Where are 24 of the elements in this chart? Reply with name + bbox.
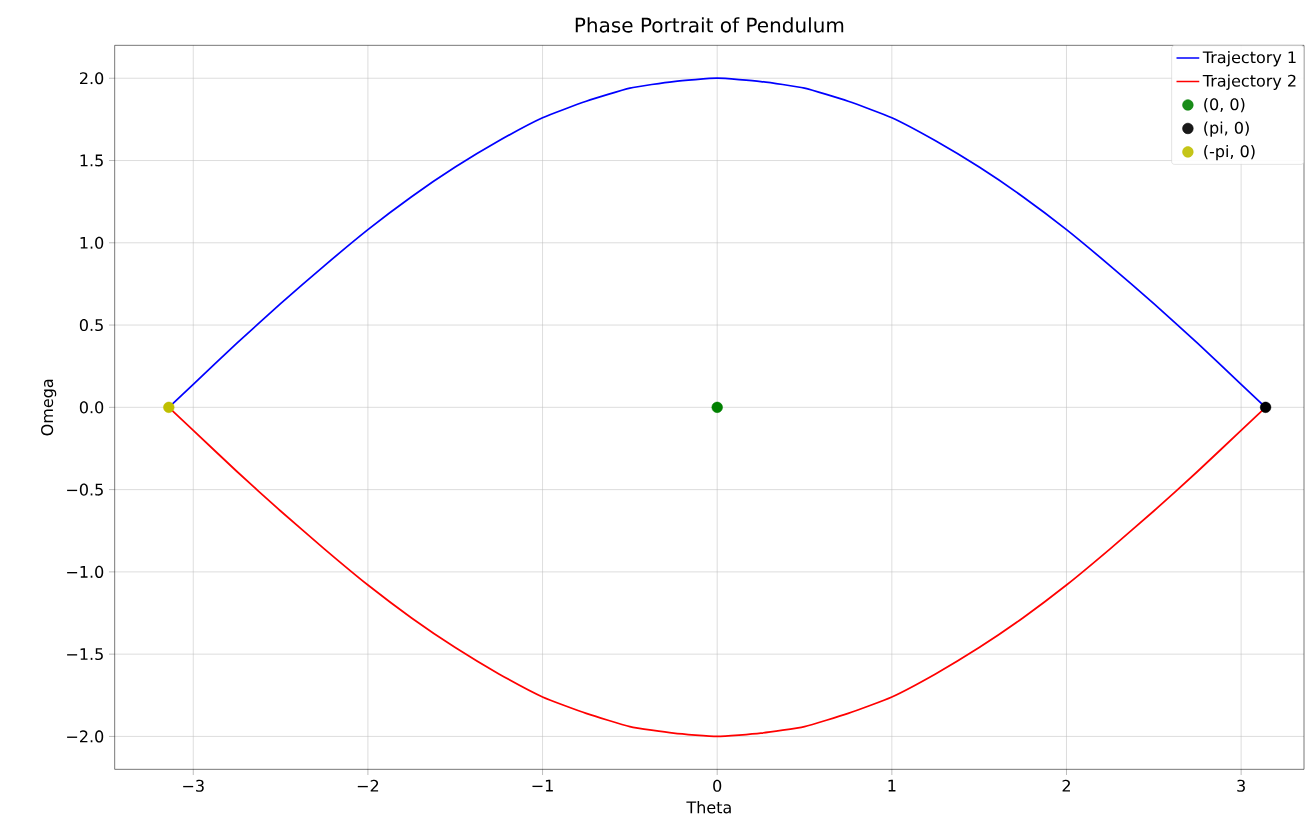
y-tick-label: −2.0 [67, 730, 104, 743]
y-tick-label: −1.0 [67, 565, 104, 578]
x-tick-label: −1 [532, 779, 553, 792]
legend-label: Trajectory 1 [1202, 50, 1296, 67]
chart-title: Phase Portrait of Pendulum [575, 17, 844, 33]
legend-label: (0, 0) [1204, 97, 1245, 113]
y-tick-label: −1.5 [67, 648, 103, 661]
y-axis-title: Omega [41, 379, 57, 436]
x-tick-label: 2 [1062, 779, 1070, 792]
x-tick-label: 1 [888, 779, 896, 792]
x-tick-label: 0 [713, 779, 722, 792]
legend-label: (pi, 0) [1204, 121, 1249, 137]
y-tick-label: 1.0 [80, 236, 104, 249]
legend-label: Trajectory 2 [1202, 74, 1296, 90]
y-tick-label: 0.0 [79, 401, 104, 414]
legend-label: (-pi, 0) [1204, 144, 1255, 161]
x-tick-label: −3 [183, 779, 204, 792]
x-axis-title: Theta [686, 801, 731, 814]
y-tick-label: −0.5 [67, 483, 103, 496]
y-tick-label: 1.5 [80, 154, 103, 167]
x-tick-label: 3 [1237, 779, 1245, 792]
x-tick-label: −2 [357, 779, 379, 792]
y-tick-label: 2.0 [80, 72, 104, 85]
y-tick-label: 0.5 [79, 319, 103, 332]
